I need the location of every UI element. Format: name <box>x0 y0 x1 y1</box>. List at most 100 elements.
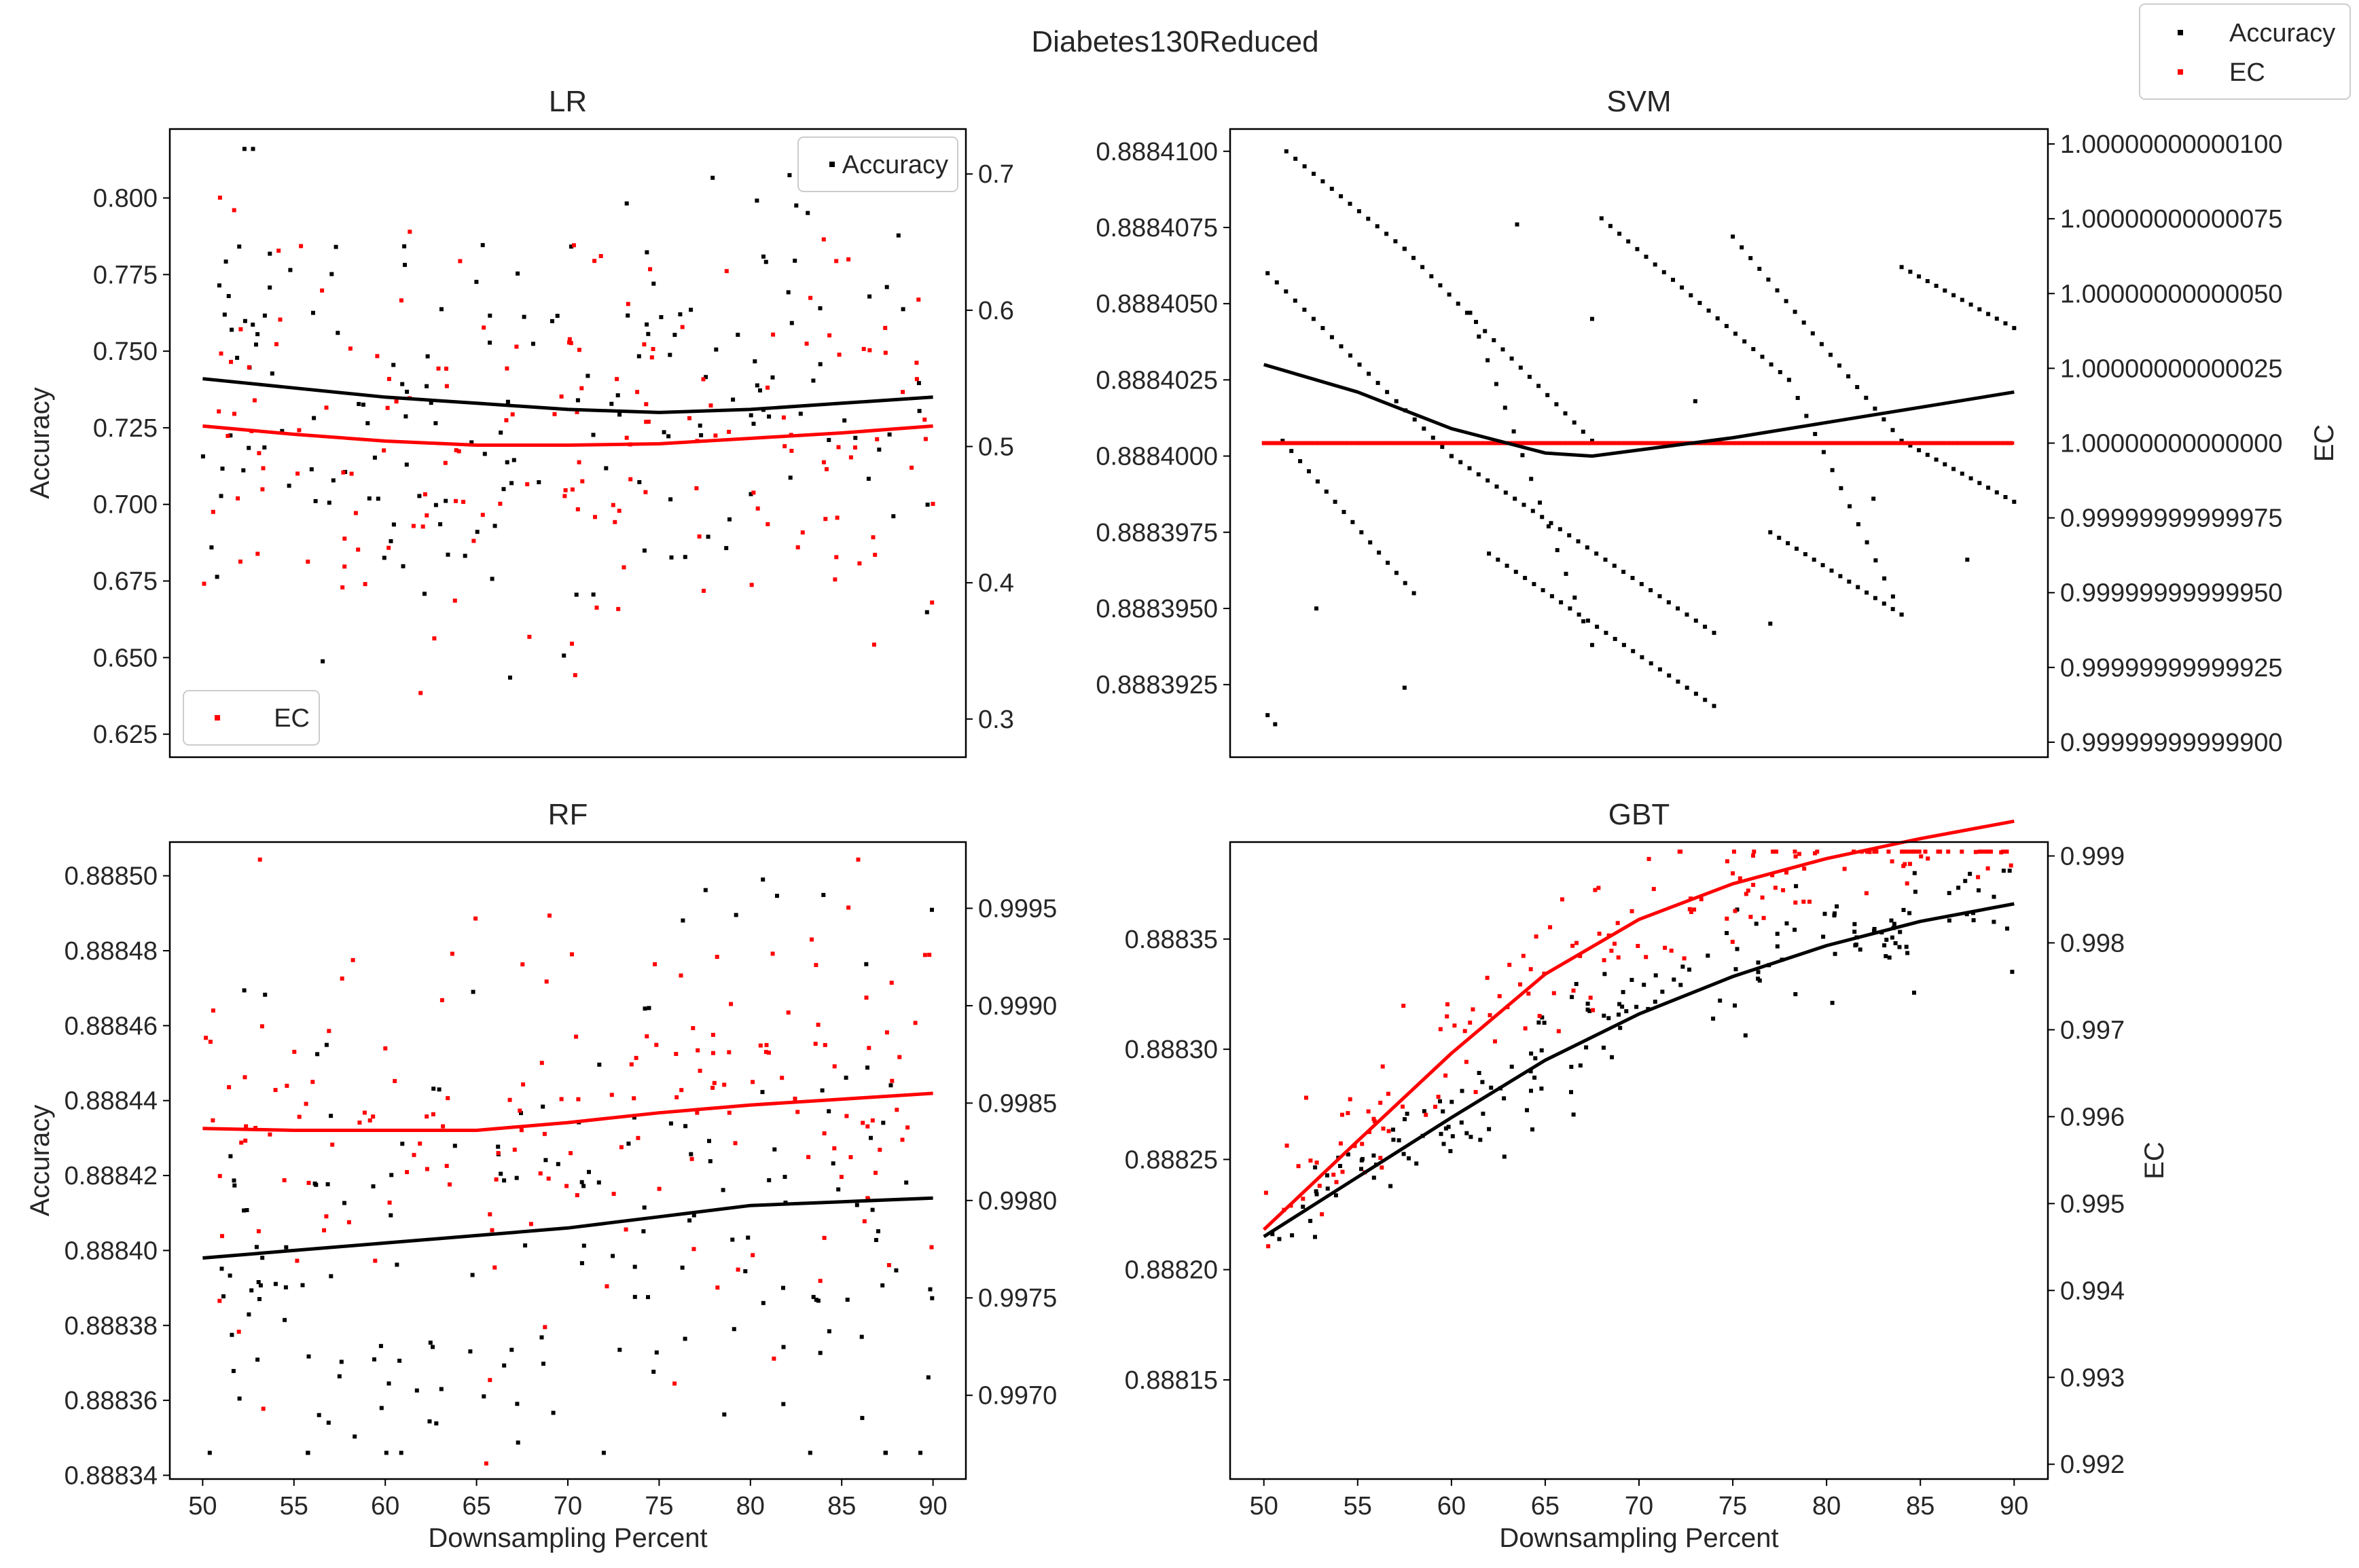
ec-point <box>1663 945 1668 950</box>
accuracy-point <box>672 333 677 338</box>
accuracy-point <box>2003 321 2008 326</box>
accuracy-point <box>1338 1164 1342 1168</box>
accuracy-point <box>1680 285 1685 290</box>
accuracy-point <box>581 1184 586 1188</box>
y2-tick-label: 0.99999999999950 <box>2060 579 2283 608</box>
accuracy-point <box>611 1254 615 1258</box>
accuracy-point <box>1925 279 1930 283</box>
ec-point <box>1911 850 1916 854</box>
ec-point <box>861 1120 865 1125</box>
accuracy-point <box>1581 429 1585 434</box>
ec-point <box>865 1196 870 1201</box>
accuracy-point <box>761 877 766 882</box>
ec-point <box>243 1138 248 1143</box>
accuracy-point <box>874 1238 878 1242</box>
accuracy-point <box>357 401 361 406</box>
accuracy-point <box>1384 232 1389 236</box>
accuracy-point <box>1820 563 1825 568</box>
accuracy-point <box>1897 945 1902 949</box>
accuracy-trend-line <box>202 377 933 414</box>
y2-tick-label: 0.5 <box>978 433 1014 462</box>
accuracy-point <box>1422 1109 1426 1114</box>
ec-point <box>569 1151 573 1156</box>
y2-tick-label: 0.9980 <box>978 1187 1057 1216</box>
accuracy-point <box>378 1344 383 1349</box>
ec-point <box>362 1110 367 1115</box>
accuracy-point <box>781 1402 786 1406</box>
x-tick-label: 50 <box>188 1492 217 1520</box>
accuracy-point <box>1520 453 1525 458</box>
accuracy-point <box>1642 983 1646 987</box>
ec-point <box>226 433 230 438</box>
ec-point <box>923 437 928 441</box>
accuracy-point <box>1333 1193 1338 1198</box>
accuracy-point <box>1621 570 1626 575</box>
accuracy-point <box>642 1205 647 1210</box>
ec-point <box>259 1024 264 1029</box>
accuracy-point <box>818 362 823 367</box>
accuracy-point <box>230 1332 234 1337</box>
ec-point <box>1989 850 1993 854</box>
accuracy-point <box>859 1334 864 1339</box>
accuracy-point <box>1653 1000 1657 1004</box>
accuracy-point <box>1925 452 1930 457</box>
y2-tick-label: 0.4 <box>978 569 1014 598</box>
ec-point <box>342 536 347 541</box>
accuracy-point <box>1403 1117 1407 1122</box>
accuracy-point <box>1448 1149 1453 1154</box>
accuracy-point <box>260 1256 265 1260</box>
ec-point <box>1386 1091 1390 1096</box>
accuracy-point <box>1402 247 1407 251</box>
ec-point <box>1770 873 1775 877</box>
accuracy-point <box>324 1042 329 1047</box>
accuracy-point <box>256 1280 261 1284</box>
accuracy-point <box>844 1076 848 1080</box>
accuracy-point <box>636 354 641 359</box>
accuracy-point <box>761 254 766 259</box>
accuracy-point <box>645 250 649 255</box>
accuracy-point <box>1793 928 1797 932</box>
y-tick-label: 0.8884075 <box>1096 214 1218 242</box>
accuracy-point <box>1612 564 1617 568</box>
ec-point <box>504 418 509 422</box>
accuracy-point <box>1587 1008 1592 1013</box>
ec-point <box>1689 910 1693 914</box>
accuracy-point <box>1572 596 1577 600</box>
accuracy-point <box>1521 503 1526 507</box>
accuracy-point <box>382 555 386 560</box>
ec-point <box>818 1279 823 1283</box>
accuracy-point <box>617 1347 622 1352</box>
ec-point <box>873 553 878 557</box>
accuracy-point <box>1366 217 1371 221</box>
accuracy-point <box>1449 454 1454 458</box>
ec-point <box>576 1097 581 1101</box>
ec-point <box>827 333 832 338</box>
accuracy-point <box>1311 316 1316 321</box>
y-tick-label: 0.725 <box>93 414 158 443</box>
accuracy-point <box>767 1178 772 1182</box>
accuracy-point <box>1494 484 1499 489</box>
accuracy-point <box>865 1065 869 1070</box>
accuracy-point <box>482 1394 486 1399</box>
accuracy-point <box>315 1052 320 1057</box>
accuracy-point <box>1963 879 1968 883</box>
accuracy-point <box>714 347 719 352</box>
ec-point <box>901 390 905 395</box>
accuracy-point <box>433 421 438 426</box>
ec-point <box>324 405 329 410</box>
legend-marker <box>829 162 835 167</box>
accuracy-point <box>371 1184 376 1188</box>
ec-point <box>519 1128 524 1133</box>
ec-point <box>418 691 423 695</box>
accuracy-point <box>222 312 227 317</box>
accuracy-point <box>556 1162 560 1167</box>
ec-point <box>436 366 441 371</box>
ec-point <box>1773 886 1778 890</box>
accuracy-point <box>325 1182 330 1186</box>
ec-point <box>341 470 346 475</box>
accuracy-point <box>1620 1004 1625 1009</box>
ec-point <box>833 577 838 582</box>
accuracy-point <box>1394 399 1399 403</box>
ec-point <box>304 1101 308 1106</box>
accuracy-point <box>1833 951 1837 956</box>
